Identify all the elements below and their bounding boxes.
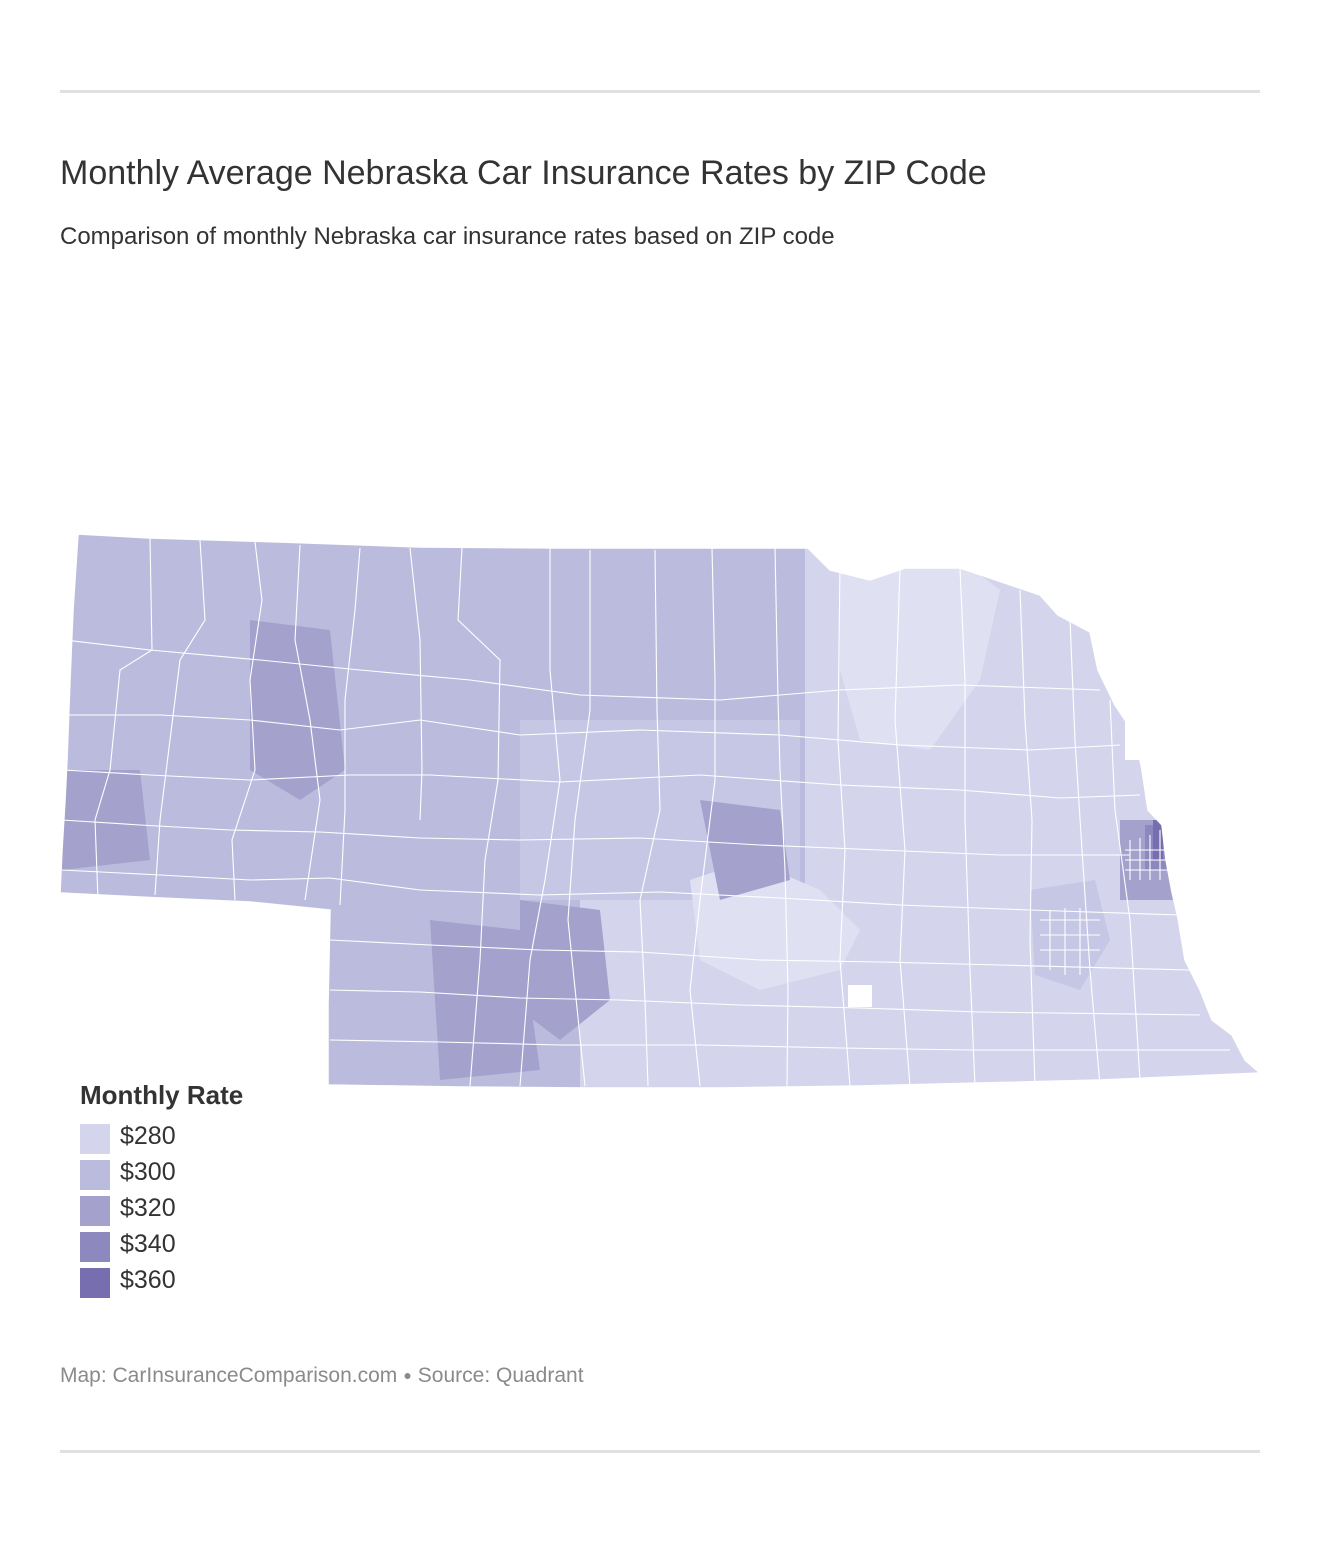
- chart-title: Monthly Average Nebraska Car Insurance R…: [60, 154, 987, 192]
- no-data-area: [848, 985, 872, 1007]
- legend-items: $280 $300 $320 $340 $360: [80, 1121, 243, 1301]
- legend-swatch: [80, 1232, 110, 1262]
- legend-item: $340: [80, 1229, 243, 1265]
- state-outline: [59, 533, 1262, 1089]
- legend-swatch: [80, 1196, 110, 1226]
- region-central-dark: [700, 800, 790, 900]
- legend-item: $280: [80, 1121, 243, 1157]
- legend-label: $280: [120, 1122, 176, 1150]
- legend-swatch: [80, 1268, 110, 1298]
- map-credit: Map: CarInsuranceComparison.com: [60, 1364, 398, 1387]
- legend: Monthly Rate $280 $300 $320 $340 $360: [80, 1080, 243, 1301]
- source-credit: Source: Quadrant: [417, 1364, 584, 1387]
- legend-label: $360: [120, 1266, 176, 1294]
- region-sw-dark: [430, 920, 540, 1080]
- chart-subtitle: Comparison of monthly Nebraska car insur…: [60, 223, 835, 250]
- region-north-east-light: [840, 560, 1000, 750]
- bottom-divider: [60, 1450, 1260, 1453]
- legend-item: $320: [80, 1193, 243, 1229]
- legend-label: $340: [120, 1230, 176, 1258]
- legend-label: $320: [120, 1194, 176, 1222]
- top-divider: [60, 90, 1260, 93]
- region-south-dark: [520, 900, 610, 1040]
- nebraska-zip-map: [0, 520, 1320, 1110]
- legend-label: $300: [120, 1158, 176, 1186]
- map-fill-regions: [60, 534, 1260, 1088]
- region-west-dark-2: [60, 770, 150, 870]
- legend-title: Monthly Rate: [80, 1080, 244, 1110]
- separator-dot: ●: [403, 1367, 412, 1383]
- legend-swatch: [80, 1124, 110, 1154]
- region-omaha-core: [1153, 820, 1163, 860]
- legend-swatch: [80, 1160, 110, 1190]
- region-west-dark-1: [250, 620, 345, 800]
- map-credits: Map: CarInsuranceComparison.com ● Source: …: [60, 1364, 584, 1388]
- legend-item: $300: [80, 1157, 243, 1193]
- zip-boundaries: [61, 537, 1230, 1087]
- map-svg: [59, 533, 1262, 1089]
- legend-item: $360: [80, 1265, 243, 1301]
